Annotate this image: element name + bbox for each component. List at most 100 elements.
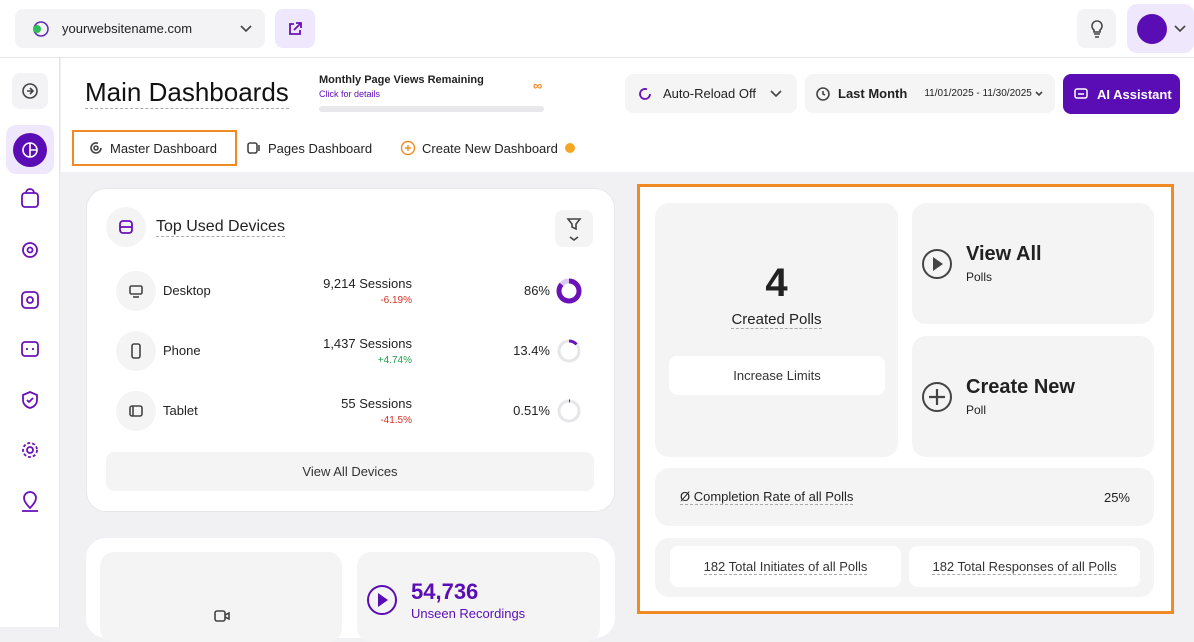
- completion-value: 25%: [1103, 489, 1130, 505]
- tips-button[interactable]: [1077, 9, 1116, 48]
- tab-label: Create New Dashboard: [422, 140, 558, 156]
- device-sessions: 9,214 Sessions: [323, 276, 412, 291]
- created-label: Created Polls: [731, 311, 822, 329]
- device-name: Phone: [163, 343, 201, 358]
- tab-active[interactable]: Master Dashboard: [72, 130, 237, 166]
- page-views-bar: [319, 106, 544, 112]
- initiates-stat: 182 Total Initiates of all Polls: [670, 546, 901, 587]
- recordings-count: 54,736: [411, 579, 479, 604]
- plus-icon: [922, 381, 952, 412]
- chevron: [1035, 90, 1043, 96]
- site-name: yourwebsitename.com: [62, 21, 193, 36]
- tab-icon: [400, 140, 416, 156]
- nav-icon[interactable]: [21, 291, 39, 309]
- create-new-poll[interactable]: Create New Poll: [912, 336, 1154, 457]
- donut-track: [557, 399, 581, 423]
- device-glyph: [129, 285, 143, 298]
- external-link-button[interactable]: [275, 9, 315, 48]
- play-icon: [922, 248, 952, 279]
- chevron: [240, 24, 252, 32]
- page-views-link[interactable]: Click for details: [319, 89, 381, 99]
- view-devices-button[interactable]: View All Devices: [106, 452, 594, 491]
- reload-icon: [639, 87, 651, 100]
- created-polls-box: [655, 203, 898, 457]
- site-selector[interactable]: yourwebsitename.com: [15, 9, 265, 48]
- nav-icon[interactable]: [21, 341, 39, 357]
- responses-stat: 182 Total Responses of all Polls: [909, 546, 1140, 587]
- view-all-polls[interactable]: View All Polls: [912, 203, 1154, 324]
- page-views-label: Monthly Page Views Remaining: [319, 74, 484, 86]
- tab-label: Pages Dashboard: [268, 140, 373, 156]
- auto-reload-label: Auto-Reload Off: [663, 86, 756, 101]
- devices-glyph: [119, 220, 133, 234]
- collapse-icon: [22, 83, 38, 99]
- filter-icon: [566, 218, 582, 241]
- bulb-icon: [1090, 19, 1103, 38]
- device-share: 13.4%: [513, 343, 550, 358]
- ai-assistant-button[interactable]: AI Assistant: [1063, 74, 1180, 114]
- new-badge: [564, 143, 575, 153]
- nav-icon[interactable]: [21, 188, 39, 208]
- dashboard-icon: [13, 133, 47, 167]
- tab[interactable]: Pages Dashboard: [246, 138, 372, 158]
- share-donut: [556, 278, 582, 304]
- nav-icon[interactable]: [22, 242, 38, 258]
- create-new-subtitle: Poll: [966, 403, 987, 417]
- tab-label: Master Dashboard: [110, 140, 217, 156]
- device-icon: [116, 271, 156, 311]
- device-name: Tablet: [163, 403, 198, 418]
- device-sessions: 1,437 Sessions: [323, 336, 412, 351]
- responses-label: 182 Total Responses of all Polls: [932, 558, 1117, 575]
- create-new-text: Create New Poll: [966, 376, 1075, 417]
- link-icon: [289, 21, 302, 35]
- device-change: -41.5%: [380, 415, 412, 426]
- nav-icon[interactable]: [22, 491, 38, 512]
- video-icon: [214, 610, 230, 622]
- device-glyph: [129, 405, 143, 417]
- donut-arc: [557, 399, 581, 423]
- donut-arc: [557, 339, 581, 363]
- devices-title: Top Used Devices: [156, 218, 285, 237]
- created-label-wrap: Created Polls: [655, 311, 898, 329]
- create-new-title: Create New: [966, 376, 1075, 398]
- tab[interactable]: Create New Dashboard: [400, 138, 575, 158]
- device-icon: [116, 391, 156, 431]
- completion-label: Ø Completion Rate of all Polls: [680, 489, 854, 505]
- view-all-subtitle: Polls: [966, 270, 993, 284]
- page-views-value: ∞: [533, 78, 543, 93]
- nav-icon[interactable]: [22, 391, 38, 409]
- sidebar-icons: [21, 188, 39, 512]
- account-button[interactable]: [1127, 4, 1194, 53]
- recordings-label: Unseen Recordings: [411, 606, 526, 621]
- nav-icon[interactable]: [22, 442, 38, 458]
- device-change: -6.19%: [380, 295, 412, 306]
- tab-icon: [247, 142, 260, 154]
- chevron: [1174, 24, 1186, 32]
- play-icon[interactable]: [366, 584, 398, 616]
- site-icon: [33, 20, 49, 37]
- view-all-title: View All: [966, 243, 1042, 265]
- avatar: [1137, 13, 1167, 44]
- view-all-text: View All Polls: [966, 243, 1042, 284]
- period-label: Last Month: [838, 86, 908, 101]
- chevron: [770, 89, 782, 97]
- created-count: 4: [765, 261, 788, 305]
- device-glyph: [131, 343, 141, 359]
- device-name: Desktop: [163, 283, 211, 298]
- share-donut: [557, 339, 581, 363]
- device-icon: [116, 331, 156, 371]
- device-change: +4.74%: [377, 355, 412, 366]
- chat-icon: [1074, 88, 1088, 99]
- donut-arc: [556, 278, 582, 304]
- completion-row: Ø Completion Rate of all Polls 25%: [655, 468, 1154, 526]
- auto-reload-button[interactable]: Auto-Reload Off: [625, 74, 797, 113]
- device-sessions: 55 Sessions: [341, 396, 412, 411]
- clock-icon: [816, 86, 830, 101]
- increase-limits-button[interactable]: Increase Limits: [669, 356, 885, 395]
- period-selector[interactable]: Last Month 11/01/2025 - 11/30/2025: [805, 74, 1055, 113]
- ai-assistant-label: AI Assistant: [1097, 86, 1172, 102]
- device-share: 86%: [523, 283, 550, 298]
- recordings-preview: [100, 552, 342, 642]
- initiates-label: 182 Total Initiates of all Polls: [703, 558, 868, 575]
